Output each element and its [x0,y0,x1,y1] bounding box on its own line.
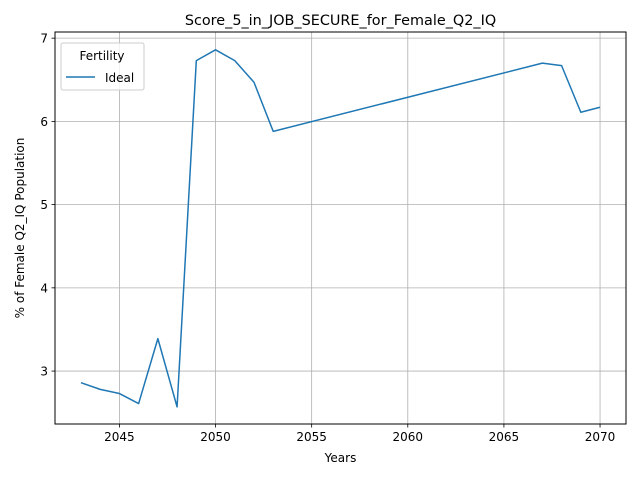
grid [55,32,626,424]
legend: Fertility Ideal [60,42,145,91]
chart-title: Score_5_in_JOB_SECURE_for_Female_Q2_IQ [185,13,496,29]
series-layer [80,49,601,408]
y-tick-label: 3 [40,365,48,379]
x-tick-label: 2050 [200,430,231,444]
y-tick-label: 4 [40,281,48,295]
x-tick-label: 2060 [393,430,424,444]
x-tick-label: 2065 [489,430,520,444]
x-tick-label: 2055 [296,430,327,444]
x-axis-label: Years [324,451,357,465]
axis-ticks: 2045 2050 2055 2060 2065 2070 3 4 5 6 7 [40,32,615,444]
legend-label-ideal: Ideal [105,71,134,85]
legend-box [60,42,145,91]
plot-frame [54,31,627,425]
series-line-ideal [80,49,601,408]
y-axis-label: % of Female Q2_IQ Population [13,138,27,319]
y-tick-label: 7 [40,32,48,46]
legend-title: Fertility [79,49,124,63]
x-tick-label: 2045 [104,430,135,444]
y-tick-label: 5 [40,198,48,212]
x-tick-label: 2070 [585,430,616,444]
y-tick-label: 6 [40,115,48,129]
